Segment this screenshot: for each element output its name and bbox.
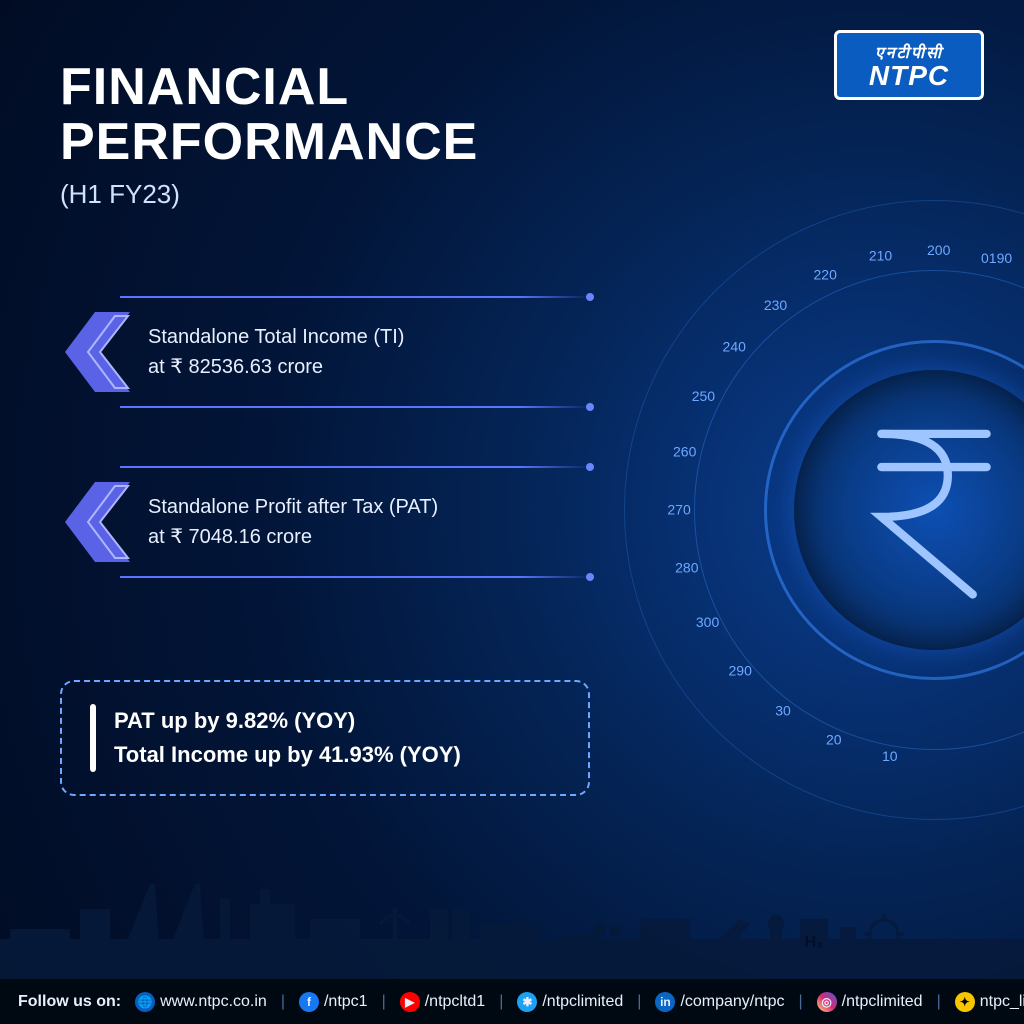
metric-pat: Standalone Profit after Tax (PAT) at ₹ 7…: [60, 470, 550, 574]
globe-icon: 🌐: [135, 992, 155, 1012]
svg-text:220: 220: [813, 266, 837, 282]
rupee-icon: [864, 420, 1004, 600]
growth-line-ti: Total Income up by 41.93% (YOY): [114, 738, 461, 772]
svg-text:20: 20: [826, 731, 842, 747]
footer-lead: Follow us on:: [18, 993, 121, 1011]
link-twitter[interactable]: ✱/ntpclimited: [517, 992, 623, 1012]
metric-card: Standalone Total Income (TI) at ₹ 82536.…: [120, 300, 550, 404]
metric-total-income: Standalone Total Income (TI) at ₹ 82536.…: [60, 300, 550, 404]
metric-label: Standalone Profit after Tax (PAT): [148, 492, 522, 522]
metric-label: Standalone Total Income (TI): [148, 322, 522, 352]
svg-text:270: 270: [667, 502, 691, 518]
facebook-icon: f: [299, 992, 319, 1012]
svg-text:210: 210: [869, 248, 893, 264]
svg-text:240: 240: [723, 339, 747, 355]
svg-text:0190: 0190: [981, 250, 1012, 266]
svg-text:10: 10: [882, 748, 898, 764]
metric-card: Standalone Profit after Tax (PAT) at ₹ 7…: [120, 470, 550, 574]
rupee-dial-graphic: 10 20 30 290 300 280 270 260 250 240 230 220 210 200 0…: [624, 200, 1024, 820]
svg-text:200: 200: [927, 242, 951, 258]
svg-text:280: 280: [675, 560, 699, 576]
growth-summary-box: PAT up by 9.82% (YOY) Total Income up by…: [60, 680, 590, 796]
svg-text:250: 250: [692, 388, 716, 404]
link-youtube[interactable]: ▶/ntpcltd1: [400, 992, 485, 1012]
koo-icon: ✦: [955, 992, 975, 1012]
dial-ticks: 10 20 30 290 300 280 270 260 250 240 230 220 210 200 0…: [624, 200, 1024, 820]
title-line2: PERFORMANCE: [60, 113, 478, 171]
svg-text:300: 300: [696, 614, 720, 630]
title-line1: FINANCIAL: [60, 58, 349, 116]
instagram-icon: ◎: [817, 992, 837, 1012]
svg-text:30: 30: [775, 702, 791, 718]
ntpc-logo: एनटीपीसी NTPC: [834, 30, 984, 100]
page-title-block: FINANCIAL PERFORMANCE (H1 FY23): [60, 60, 478, 210]
twitter-icon: ✱: [517, 992, 537, 1012]
svg-text:230: 230: [764, 297, 788, 313]
metric-value: at ₹ 7048.16 crore: [148, 522, 522, 552]
link-koo[interactable]: ✦ntpc_limited: [955, 992, 1024, 1012]
link-linkedin[interactable]: in/company/ntpc: [655, 992, 784, 1012]
skyline-silhouette: H₂: [0, 879, 1024, 979]
link-facebook[interactable]: f/ntpc1: [299, 992, 368, 1012]
linkedin-icon: in: [655, 992, 675, 1012]
link-instagram[interactable]: ◎/ntpclimited: [817, 992, 923, 1012]
title-subtitle: (H1 FY23): [60, 179, 478, 210]
accent-bar: [90, 704, 96, 772]
svg-text:H₂: H₂: [805, 934, 824, 951]
svg-text:290: 290: [728, 663, 752, 679]
youtube-icon: ▶: [400, 992, 420, 1012]
svg-text:260: 260: [673, 444, 697, 460]
growth-line-pat: PAT up by 9.82% (YOY): [114, 704, 461, 738]
metric-value: at ₹ 82536.63 crore: [148, 352, 522, 382]
social-footer: Follow us on: 🌐www.ntpc.co.in| f/ntpc1| …: [0, 979, 1024, 1024]
logo-latin: NTPC: [869, 63, 949, 88]
link-website[interactable]: 🌐www.ntpc.co.in: [135, 992, 267, 1012]
